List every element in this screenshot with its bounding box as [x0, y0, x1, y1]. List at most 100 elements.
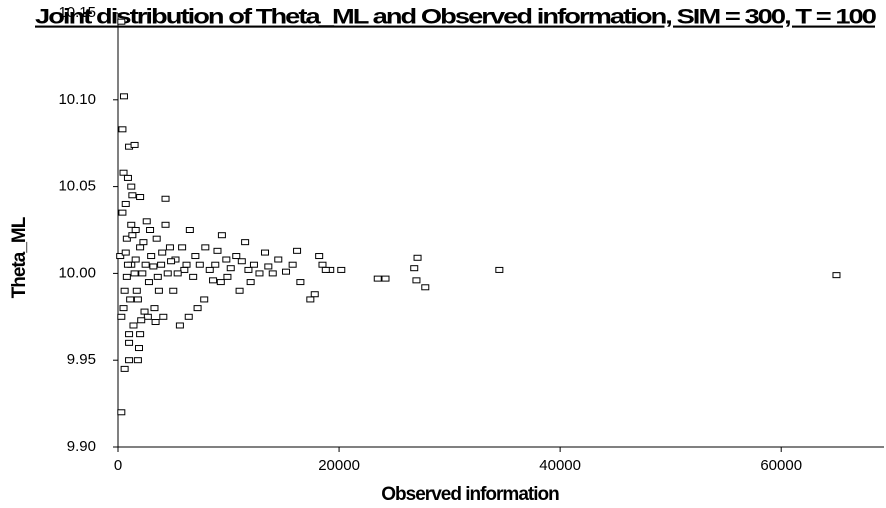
point — [412, 277, 421, 284]
y-tick-label: 10.10 — [58, 91, 96, 108]
point — [337, 266, 346, 273]
point — [180, 266, 189, 273]
point — [413, 254, 422, 261]
x-axis-label: Observed information — [381, 484, 559, 505]
point — [117, 409, 126, 416]
point — [121, 200, 130, 207]
point — [211, 261, 220, 268]
point — [226, 265, 235, 272]
point — [143, 313, 152, 320]
y-axis-label: Theta_ML — [9, 216, 30, 298]
point — [119, 169, 128, 176]
point — [157, 261, 166, 268]
point — [222, 256, 231, 263]
x-tick-label: 20000 — [318, 457, 360, 474]
point — [158, 249, 167, 256]
point — [149, 263, 158, 270]
point — [119, 305, 128, 312]
point — [306, 296, 315, 303]
point — [381, 275, 390, 282]
point — [184, 313, 193, 320]
point — [246, 279, 255, 286]
point — [137, 317, 146, 324]
point — [128, 232, 137, 239]
point — [182, 261, 191, 268]
point — [261, 249, 270, 256]
point — [373, 275, 382, 282]
point — [193, 305, 202, 312]
point — [152, 235, 161, 242]
point — [127, 183, 136, 190]
point — [136, 331, 145, 338]
point — [128, 192, 137, 199]
point — [318, 261, 327, 268]
point — [151, 319, 160, 326]
point — [232, 253, 241, 260]
point — [125, 339, 134, 346]
point — [410, 265, 419, 272]
point — [282, 268, 291, 275]
point — [150, 305, 159, 312]
point — [195, 261, 204, 268]
point — [123, 261, 132, 268]
point — [421, 284, 430, 291]
point — [122, 273, 131, 280]
point — [132, 287, 141, 294]
point — [185, 227, 194, 233]
y-tick-label: 9.95 — [67, 351, 96, 368]
point — [130, 141, 139, 148]
point — [118, 126, 127, 133]
point — [144, 279, 153, 286]
point — [288, 261, 297, 268]
point — [116, 253, 125, 260]
point — [217, 232, 226, 239]
point — [135, 345, 144, 352]
point — [244, 266, 253, 273]
point — [122, 235, 131, 242]
point — [133, 296, 142, 303]
point — [154, 287, 163, 294]
point — [117, 313, 126, 320]
point — [120, 365, 129, 372]
point — [209, 277, 218, 284]
point — [223, 273, 232, 280]
point — [189, 273, 198, 280]
point — [200, 296, 209, 303]
point — [142, 218, 151, 225]
point — [118, 209, 127, 216]
point — [136, 194, 145, 201]
point — [293, 247, 302, 254]
point — [159, 313, 168, 320]
chart-title: Joint distribution of Theta_ML and Obser… — [35, 6, 876, 29]
point — [165, 244, 174, 251]
point — [131, 227, 140, 233]
point — [310, 291, 319, 298]
point — [213, 247, 222, 254]
point — [274, 256, 283, 263]
point — [161, 195, 170, 202]
point — [832, 272, 841, 279]
point — [146, 227, 155, 233]
point — [255, 270, 264, 277]
point — [136, 244, 145, 251]
point — [315, 253, 324, 260]
point — [264, 263, 273, 270]
point — [241, 239, 250, 246]
point — [163, 270, 172, 277]
point — [216, 279, 225, 286]
y-tick-label: 9.90 — [67, 438, 96, 455]
point — [191, 253, 200, 260]
point — [127, 221, 136, 228]
y-tick-label: 10.15 — [58, 4, 96, 21]
point — [147, 253, 156, 260]
y-tick-label: 10.00 — [58, 264, 96, 281]
point — [167, 258, 176, 265]
point — [125, 331, 134, 338]
point — [139, 239, 148, 246]
point — [201, 244, 210, 251]
point — [119, 93, 128, 100]
point — [121, 249, 130, 256]
point — [173, 270, 182, 277]
point — [296, 279, 305, 286]
